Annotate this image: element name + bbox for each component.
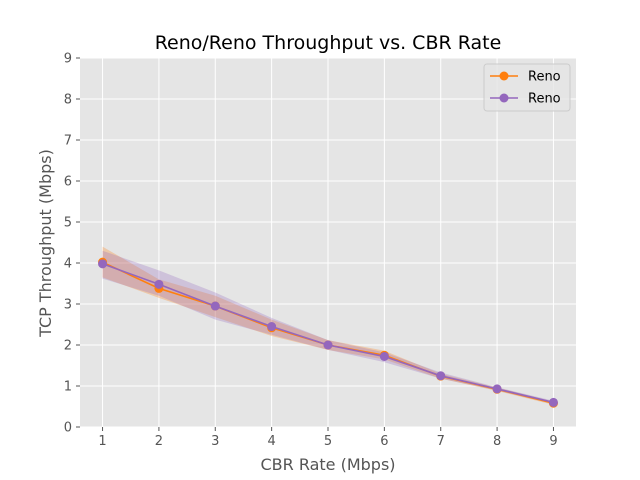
y-tick-label: 1: [64, 380, 72, 395]
series-2-point: [210, 301, 220, 311]
y-tick-label: 3: [64, 298, 72, 313]
y-tick-label: 7: [64, 134, 72, 149]
x-tick-label: 6: [380, 434, 388, 449]
y-tick-label: 9: [64, 52, 72, 67]
series-2-point: [436, 371, 446, 381]
x-tick-label: 5: [324, 434, 332, 449]
x-tick-label: 3: [211, 434, 219, 449]
series-2-point: [323, 340, 333, 350]
x-tick-label: 8: [493, 434, 501, 449]
y-tick-label: 5: [64, 216, 72, 231]
legend-marker-2: [499, 93, 509, 103]
x-tick-label: 4: [267, 434, 275, 449]
y-tick-label: 4: [64, 257, 72, 272]
series-2-point: [379, 351, 389, 361]
series-lines: [98, 257, 558, 408]
series-2-point: [98, 259, 108, 269]
series-2-point: [492, 384, 502, 394]
x-tick-label: 7: [437, 434, 445, 449]
legend-label-2: Reno: [528, 92, 561, 107]
y-tick-label: 6: [64, 175, 72, 190]
y-tick-label: 2: [64, 339, 72, 354]
x-tick-label: 2: [155, 434, 163, 449]
x-tick-label: 1: [98, 434, 106, 449]
series-2-point: [267, 322, 277, 332]
y-tick-label: 8: [64, 93, 72, 108]
y-axis-label: TCP Throughput (Mbps): [36, 149, 55, 338]
legend-marker-1: [499, 71, 509, 81]
x-tick-label: 9: [549, 434, 557, 449]
x-axis-label: CBR Rate (Mbps): [260, 455, 395, 474]
y-tick-label: 0: [64, 421, 72, 436]
chart-title: Reno/Reno Throughput vs. CBR Rate: [155, 32, 502, 54]
series-2-point: [154, 279, 164, 289]
axis-ticks: 1 2 3 4 5 6 7 8 9 0 1 2 3 4 5 6 7 8 9: [64, 52, 558, 450]
legend-label-1: Reno: [528, 70, 561, 85]
series-2-point: [548, 397, 558, 407]
legend: Reno Reno: [483, 63, 571, 112]
